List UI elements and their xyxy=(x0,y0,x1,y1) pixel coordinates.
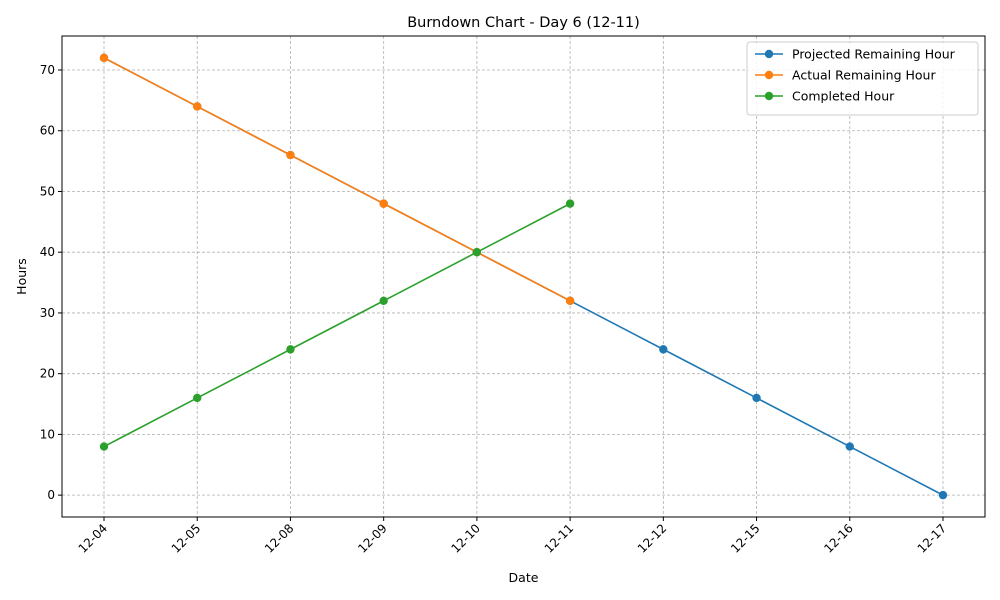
legend-item: Completed Hour xyxy=(755,89,895,104)
x-axis-label: Date xyxy=(509,570,539,585)
y-tick-label: 60 xyxy=(40,124,55,138)
data-point xyxy=(938,490,948,500)
data-point xyxy=(752,393,761,403)
legend-item: Actual Remaining Hour xyxy=(755,68,936,83)
legend-label: Actual Remaining Hour xyxy=(792,68,936,83)
data-point xyxy=(193,393,202,403)
y-tick-label: 40 xyxy=(40,245,55,259)
data-point xyxy=(845,442,854,451)
data-point xyxy=(99,53,109,63)
y-tick-label: 10 xyxy=(40,427,55,441)
y-tick-label: 30 xyxy=(40,306,55,320)
chart-title: Burndown Chart - Day 6 (12-11) xyxy=(407,15,640,31)
series-line xyxy=(103,57,571,302)
legend-marker xyxy=(764,49,774,59)
data-point xyxy=(565,296,575,305)
legend-marker xyxy=(764,91,774,101)
data-point xyxy=(193,102,202,111)
legend: Projected Remaining Hour Actual Remaining… xyxy=(746,41,979,116)
data-point xyxy=(286,150,295,160)
series-completed-hour xyxy=(99,199,575,451)
legend-label: Projected Remaining Hour xyxy=(792,47,956,62)
series-line xyxy=(103,202,571,448)
y-tick-label: 20 xyxy=(40,367,55,381)
legend-box xyxy=(746,41,979,116)
legend-label: Completed Hour xyxy=(792,89,895,104)
data-point xyxy=(286,345,295,354)
legend-marker xyxy=(764,70,774,80)
data-point xyxy=(472,248,482,257)
data-point xyxy=(565,199,575,208)
legend-item: Projected Remaining Hour xyxy=(755,47,956,62)
data-point xyxy=(379,296,388,305)
y-tick-label: 50 xyxy=(40,184,55,198)
y-axis-label: Hours xyxy=(14,258,29,295)
y-tick-label: 0 xyxy=(47,488,55,502)
data-point xyxy=(99,442,109,451)
data-point xyxy=(379,199,388,208)
y-tick-label: 70 xyxy=(40,63,55,77)
grid xyxy=(62,36,985,517)
plot-frame xyxy=(61,35,986,518)
series-layer xyxy=(99,53,948,500)
data-point xyxy=(659,345,668,354)
